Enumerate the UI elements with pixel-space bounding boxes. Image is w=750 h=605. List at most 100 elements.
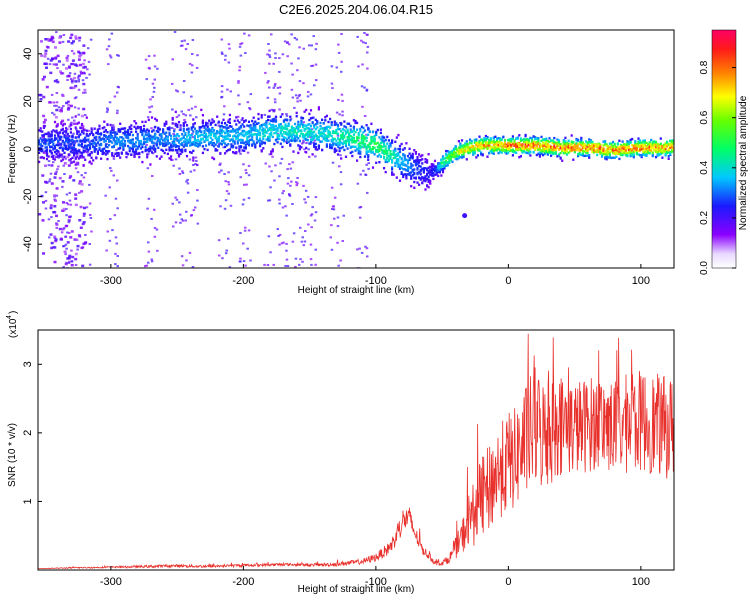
ridge-cell	[325, 139, 328, 143]
noise-speck	[147, 250, 151, 253]
ridge-cell	[526, 144, 529, 147]
ridge-cell	[441, 161, 445, 164]
ridge-cell	[133, 142, 136, 146]
noise-speck	[278, 233, 282, 236]
noise-speck	[276, 86, 280, 89]
ridge-cell	[152, 137, 155, 140]
ridge-cell	[589, 140, 592, 143]
noise-speck	[70, 260, 74, 263]
ridge-cell	[262, 129, 265, 133]
noise-speck	[358, 206, 361, 209]
ridge-cell	[55, 152, 58, 155]
ridge-cell	[138, 145, 141, 148]
colorbar-axes: 0.00.20.40.60.8	[699, 60, 736, 275]
noise-speck	[87, 129, 91, 132]
ridge-cell	[53, 137, 57, 140]
ridge-cell	[289, 135, 292, 138]
ridge-cell	[607, 150, 610, 153]
ridge-cell	[565, 146, 569, 149]
ridge-cell	[222, 130, 225, 133]
noise-speck	[222, 113, 226, 116]
noise-speck	[330, 224, 333, 227]
ridge-cell	[290, 136, 293, 140]
ridge-cell	[411, 174, 414, 177]
ridge-cell	[432, 167, 435, 171]
ridge-cell	[332, 143, 335, 147]
ridge-cell	[273, 127, 276, 130]
ridge-cell	[95, 144, 98, 147]
noise-speck	[339, 259, 342, 262]
ridge-cell	[155, 136, 158, 139]
ridge-cell	[418, 153, 421, 156]
ridge-cell	[222, 135, 225, 139]
ridge-cell	[443, 164, 446, 167]
ridge-cell	[73, 153, 76, 157]
ridge-cell	[125, 134, 128, 137]
ridge-cell	[136, 135, 139, 138]
ridge-cell	[599, 146, 602, 149]
ridge-cell	[68, 153, 71, 157]
noise-speck	[53, 104, 56, 107]
ridge-cell	[123, 130, 127, 133]
noise-speck	[62, 34, 66, 36]
ridge-cell	[243, 120, 246, 123]
ridge-cell	[270, 131, 273, 134]
ridge-cell	[408, 166, 411, 169]
ridge-cell	[621, 150, 624, 153]
ridge-cell	[82, 132, 85, 135]
noise-speck	[192, 209, 196, 212]
ridge-cell	[80, 151, 84, 155]
ridge-cell	[214, 137, 217, 140]
ridge-cell	[262, 137, 265, 141]
ridge-cell	[483, 138, 486, 141]
ridge-cell	[330, 140, 333, 143]
ridge-cell	[515, 142, 518, 146]
ridge-cell	[341, 128, 344, 131]
ridge-cell	[449, 150, 452, 154]
colorbar	[711, 29, 737, 269]
ridge-cell	[119, 142, 122, 146]
ridge-cell	[618, 157, 621, 161]
ridge-cell	[79, 144, 82, 147]
ridge-cell	[540, 149, 543, 152]
ridge-cell	[438, 166, 441, 169]
ridge-cell	[106, 150, 109, 153]
noise-speck	[44, 38, 48, 41]
snr-ylabel: SNR (10 * v/v)	[7, 423, 18, 487]
ridge-cell	[108, 135, 111, 138]
ridge-cell	[538, 153, 541, 157]
ridge-cell	[271, 135, 274, 139]
noise-speck	[365, 133, 368, 136]
ridge-cell	[165, 134, 168, 138]
ridge-cell	[365, 145, 368, 148]
ridge-cell	[166, 127, 169, 130]
noise-speck	[180, 40, 184, 43]
ridge-cell	[90, 131, 93, 134]
ridge-cell	[391, 153, 394, 156]
ridge-cell	[456, 148, 459, 151]
ridge-cell	[492, 140, 495, 144]
ridge-cell	[247, 140, 251, 143]
ridge-cell	[209, 136, 212, 140]
ridge-cell	[578, 153, 581, 156]
ridge-cell	[480, 138, 483, 141]
ridge-cell	[52, 139, 55, 142]
noise-speck	[66, 128, 69, 131]
ridge-cell	[65, 144, 68, 148]
ridge-cell	[578, 151, 581, 155]
ridge-cell	[379, 155, 382, 158]
noise-speck	[54, 57, 58, 60]
ridge-cell	[527, 148, 530, 151]
ridge-cell	[403, 173, 406, 176]
ridge-cell	[503, 149, 507, 152]
noise-speck	[244, 264, 247, 267]
ridge-cell	[63, 141, 66, 144]
ridge-cell	[284, 124, 287, 128]
ridge-cell	[476, 142, 479, 145]
ridge-cell	[185, 139, 189, 143]
ridge-cell	[308, 131, 311, 134]
spectrogram-xlabel: Height of straight line (km)	[298, 285, 415, 296]
ridge-cell	[650, 149, 653, 152]
